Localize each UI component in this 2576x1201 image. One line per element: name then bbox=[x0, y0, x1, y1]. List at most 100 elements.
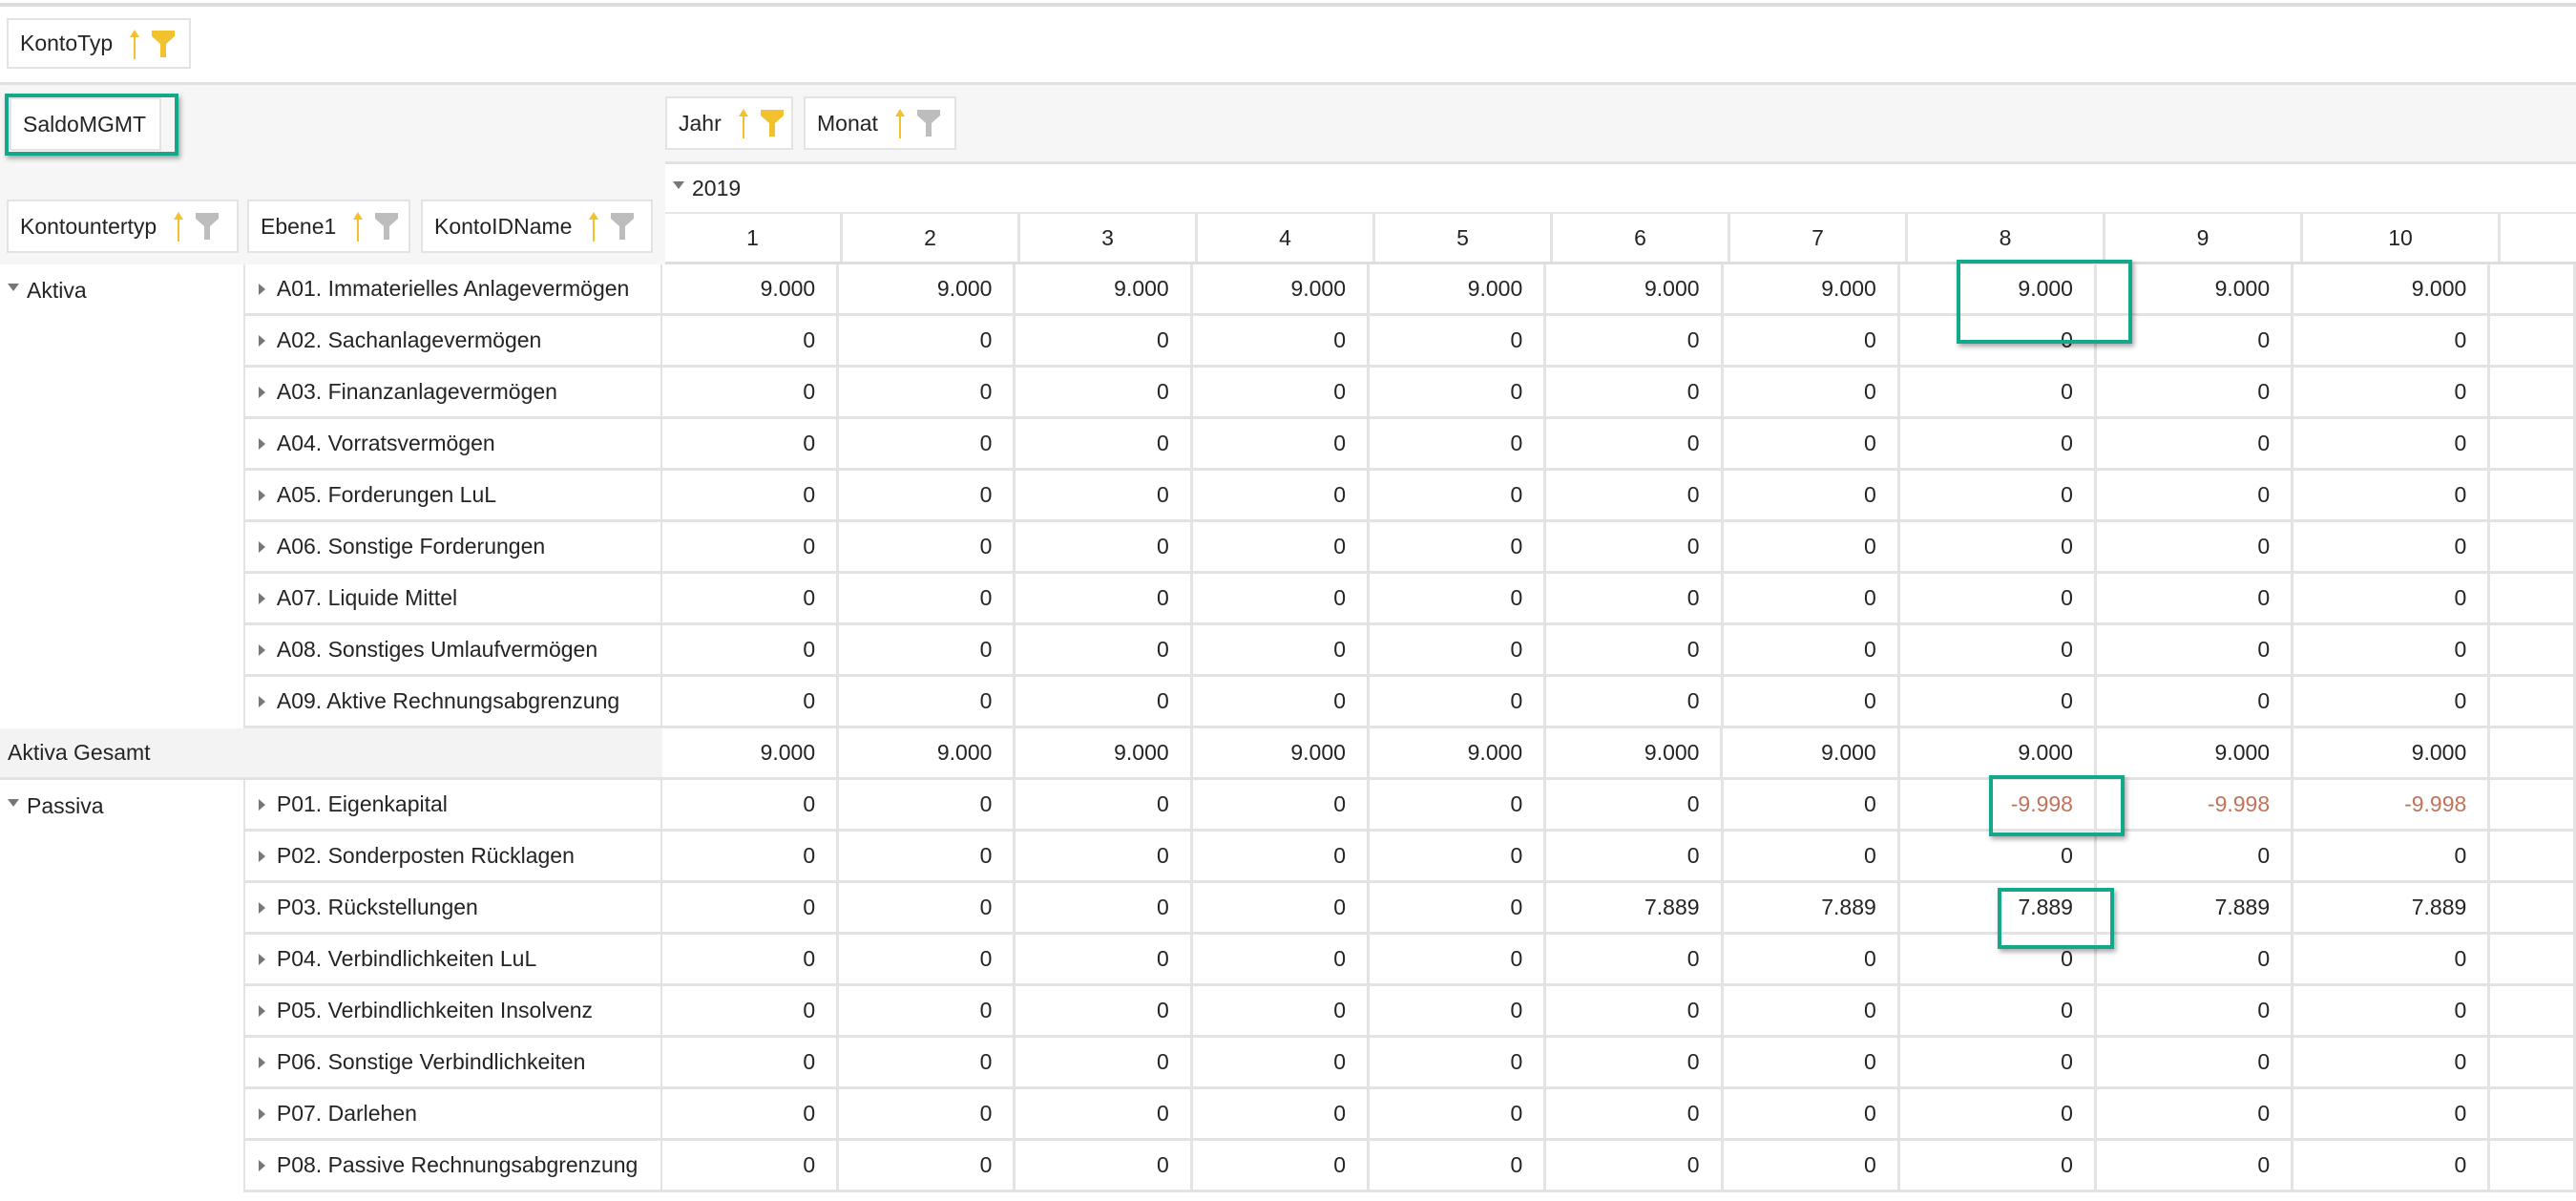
row-group-cell[interactable] bbox=[0, 1089, 245, 1141]
expand-triangle-icon[interactable] bbox=[258, 540, 265, 553]
expand-triangle-icon[interactable] bbox=[258, 334, 265, 347]
row-label-cell[interactable]: P07. Darlehen bbox=[245, 1089, 662, 1138]
expand-triangle-icon[interactable] bbox=[258, 1107, 265, 1120]
value-cell: 0 bbox=[1724, 625, 1900, 674]
expand-triangle-icon[interactable] bbox=[258, 386, 265, 398]
row-group-cell[interactable] bbox=[0, 574, 245, 625]
expand-triangle-icon[interactable] bbox=[258, 901, 265, 914]
sort-ascending-icon[interactable] bbox=[172, 210, 185, 242]
column-field-chip-jahr[interactable]: Jahr bbox=[665, 96, 793, 150]
row-label-cell[interactable]: A01. Immaterielles Anlagevermögen bbox=[245, 264, 662, 313]
collapse-triangle-icon[interactable] bbox=[8, 284, 19, 291]
row-label-cell[interactable]: A02. Sachanlagevermögen bbox=[245, 316, 662, 365]
value-cell: 0 bbox=[1900, 1141, 2097, 1190]
filter-funnel-icon[interactable] bbox=[760, 109, 785, 137]
row-label-cell[interactable]: P02. Sonderposten Rücklagen bbox=[245, 832, 662, 880]
table-row: P04. Verbindlichkeiten LuL 0 0 0 0 0 0 0 0 0 0 bbox=[0, 935, 2576, 986]
collapse-triangle-icon[interactable] bbox=[673, 181, 684, 189]
row-group-cell[interactable]: Passiva bbox=[0, 780, 245, 832]
month-header-9[interactable]: 9 bbox=[2105, 214, 2303, 262]
row-label: P08. Passive Rechnungsabgrenzung bbox=[276, 1152, 639, 1177]
month-header-10[interactable]: 10 bbox=[2303, 214, 2501, 262]
filter-funnel-icon[interactable] bbox=[374, 212, 399, 241]
month-header-8[interactable]: 8 bbox=[1908, 214, 2105, 262]
row-group-cell[interactable] bbox=[0, 419, 245, 471]
row-label: P07. Darlehen bbox=[276, 1101, 417, 1126]
value-cell: 0 bbox=[662, 471, 840, 519]
row-group-cell[interactable] bbox=[0, 1038, 245, 1089]
month-header-4[interactable]: 4 bbox=[1198, 214, 1375, 262]
row-label-cell[interactable]: P01. Eigenkapital bbox=[245, 780, 662, 829]
row-field-chip-ebene1[interactable]: Ebene1 bbox=[247, 200, 410, 253]
value-cell: 0 bbox=[2293, 986, 2491, 1035]
sort-ascending-icon[interactable] bbox=[351, 210, 365, 242]
row-label-cell[interactable]: A04. Vorratsvermögen bbox=[245, 419, 662, 468]
expand-triangle-icon[interactable] bbox=[258, 798, 265, 811]
month-header-5[interactable]: 5 bbox=[1375, 214, 1553, 262]
sort-ascending-icon[interactable] bbox=[893, 107, 907, 139]
row-group-cell[interactable] bbox=[0, 368, 245, 419]
row-group-cell[interactable] bbox=[0, 625, 245, 677]
row-label-cell[interactable]: A03. Finanzanlagevermögen bbox=[245, 368, 662, 416]
sort-ascending-icon[interactable] bbox=[587, 210, 600, 242]
row-label-cell[interactable]: A08. Sonstiges Umlaufvermögen bbox=[245, 625, 662, 674]
column-header-year[interactable]: 2019 bbox=[665, 161, 2576, 212]
page-filter-chip-kontotyp[interactable]: KontoTyp bbox=[7, 18, 191, 69]
row-group-cell[interactable]: Aktiva bbox=[0, 264, 245, 316]
row-group-cell[interactable] bbox=[0, 677, 245, 728]
value-cell: 0 bbox=[1546, 368, 1724, 416]
value-cell: 0 bbox=[1370, 368, 1547, 416]
expand-triangle-icon[interactable] bbox=[258, 283, 265, 295]
value-cell: 9.000 bbox=[662, 264, 840, 313]
row-group-cell[interactable] bbox=[0, 883, 245, 935]
row-label-cell[interactable]: A06. Sonstige Forderungen bbox=[245, 522, 662, 571]
filter-funnel-icon[interactable] bbox=[195, 212, 220, 241]
month-header-3[interactable]: 3 bbox=[1020, 214, 1198, 262]
sort-ascending-icon[interactable] bbox=[128, 28, 141, 60]
column-field-chip-monat[interactable]: Monat bbox=[804, 96, 956, 150]
row-label-cell[interactable]: A09. Aktive Rechnungsabgrenzung bbox=[245, 677, 662, 726]
expand-triangle-icon[interactable] bbox=[258, 695, 265, 707]
row-label-cell[interactable]: P03. Rückstellungen bbox=[245, 883, 662, 932]
row-label-cell[interactable]: A07. Liquide Mittel bbox=[245, 574, 662, 622]
expand-triangle-icon[interactable] bbox=[258, 850, 265, 862]
row-label-cell[interactable]: P06. Sonstige Verbindlichkeiten bbox=[245, 1038, 662, 1086]
row-group-cell[interactable] bbox=[0, 316, 245, 368]
row-group-cell[interactable] bbox=[0, 986, 245, 1038]
expand-triangle-icon[interactable] bbox=[258, 1159, 265, 1171]
expand-triangle-icon[interactable] bbox=[258, 489, 265, 501]
row-group-cell[interactable] bbox=[0, 832, 245, 883]
month-header-2[interactable]: 2 bbox=[843, 214, 1020, 262]
row-field-chip-kontountertyp[interactable]: Kontountertyp bbox=[7, 200, 239, 253]
month-header-blank[interactable] bbox=[2501, 214, 2576, 262]
value-cell: 0 bbox=[662, 419, 840, 468]
expand-triangle-icon[interactable] bbox=[258, 643, 265, 656]
row-field-chip-kontoidname[interactable]: KontoIDName bbox=[421, 200, 653, 253]
filter-funnel-icon[interactable] bbox=[916, 109, 941, 137]
value-cell: 0 bbox=[1900, 522, 2097, 571]
month-header-1[interactable]: 1 bbox=[665, 214, 843, 262]
value-cell: 0 bbox=[1546, 1141, 1724, 1190]
row-label-cell[interactable]: A05. Forderungen LuL bbox=[245, 471, 662, 519]
expand-triangle-icon[interactable] bbox=[258, 953, 265, 965]
expand-triangle-icon[interactable] bbox=[258, 1004, 265, 1017]
filter-funnel-icon[interactable] bbox=[610, 212, 635, 241]
value-field-chip-saldomgmt[interactable]: SaldoMGMT bbox=[10, 97, 161, 151]
row-group-cell[interactable] bbox=[0, 1141, 245, 1192]
row-group-cell[interactable] bbox=[0, 935, 245, 986]
value-cell: 0 bbox=[662, 368, 840, 416]
row-group-cell[interactable] bbox=[0, 471, 245, 522]
row-label-cell[interactable]: P08. Passive Rechnungsabgrenzung bbox=[245, 1141, 662, 1190]
month-header-7[interactable]: 7 bbox=[1730, 214, 1908, 262]
month-header-6[interactable]: 6 bbox=[1553, 214, 1730, 262]
expand-triangle-icon[interactable] bbox=[258, 1056, 265, 1068]
filter-funnel-icon[interactable] bbox=[151, 30, 176, 58]
row-label-cell[interactable]: P04. Verbindlichkeiten LuL bbox=[245, 935, 662, 983]
collapse-triangle-icon[interactable] bbox=[8, 799, 19, 807]
sort-ascending-icon[interactable] bbox=[737, 107, 750, 139]
expand-triangle-icon[interactable] bbox=[258, 437, 265, 450]
row-group-cell[interactable] bbox=[0, 522, 245, 574]
row-label-cell[interactable]: P05. Verbindlichkeiten Insolvenz bbox=[245, 986, 662, 1035]
value-cell: 9.000 bbox=[1016, 264, 1193, 313]
expand-triangle-icon[interactable] bbox=[258, 592, 265, 604]
